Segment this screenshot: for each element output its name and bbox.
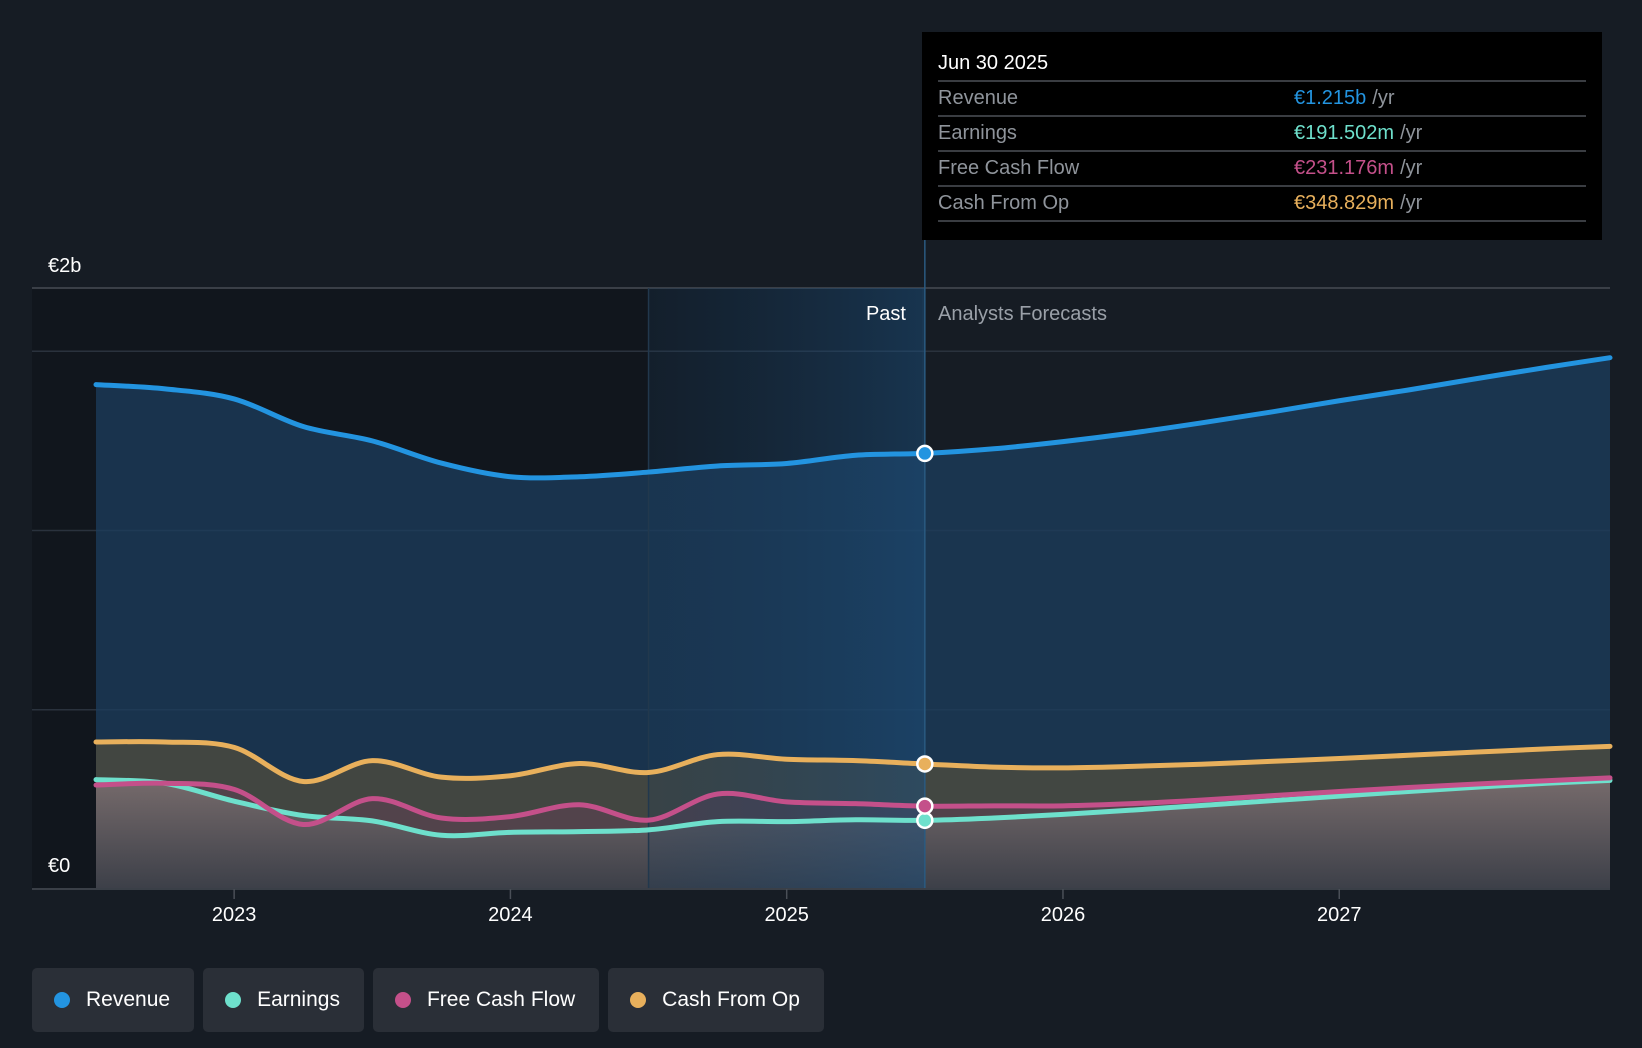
earnings-line xyxy=(93,777,1613,839)
hover-markers xyxy=(916,444,934,830)
tooltip-date: Jun 30 2025 xyxy=(938,52,1049,74)
past-highlight-band xyxy=(648,288,925,889)
legend-label: Cash From Op xyxy=(662,988,800,1011)
tooltip-row-earnings: Earnings €191.502m /yr xyxy=(938,115,1586,150)
y-axis-max-label: €2b xyxy=(48,255,81,277)
legend: Revenue Earnings Free Cash Flow Cash Fro… xyxy=(32,968,824,1032)
cash-from-op-marker xyxy=(916,755,934,773)
legend-label: Revenue xyxy=(86,988,171,1011)
series-lines xyxy=(93,355,1613,839)
tooltip-unit: /yr xyxy=(1400,192,1423,214)
past-label: Past xyxy=(866,303,906,325)
legend-label: Free Cash Flow xyxy=(426,988,576,1011)
x-tick-label: 2023 xyxy=(212,904,257,926)
revenue-dot-icon xyxy=(54,992,70,1008)
cash-from-op-line xyxy=(93,739,1613,784)
tooltip-row-cash-from-op: Cash From Op €348.829m /yr xyxy=(938,185,1586,222)
x-tick-label: 2024 xyxy=(488,904,533,926)
x-tick-label: 2026 xyxy=(1041,904,1086,926)
legend-item-earnings[interactable]: Earnings xyxy=(203,968,364,1032)
legend-item-revenue[interactable]: Revenue xyxy=(32,968,195,1032)
legend-item-free-cash-flow[interactable]: Free Cash Flow xyxy=(372,968,600,1032)
revenue-marker xyxy=(916,444,934,463)
cash-from-op-dot-icon xyxy=(630,992,647,1008)
tooltip-unit: /yr xyxy=(1400,157,1423,179)
y-axis-zero-label: €0 xyxy=(48,855,70,877)
free-cash-flow-dot-icon xyxy=(394,992,411,1008)
earnings-marker xyxy=(916,811,934,830)
free-cash-flow-line xyxy=(93,775,1613,827)
x-tick-label: 2025 xyxy=(764,904,809,926)
tooltip: Jun 30 2025 Revenue €1.215b /yr Earnings… xyxy=(922,32,1602,240)
tooltip-label: Revenue xyxy=(938,87,1019,109)
tooltip-value: €231.176m xyxy=(1294,157,1395,179)
analysts-forecasts-label: Analysts Forecasts xyxy=(938,303,1107,325)
tooltip-value: €348.829m xyxy=(1294,192,1395,214)
free-cash-flow-marker xyxy=(916,797,934,815)
tooltip-unit: /yr xyxy=(1400,122,1423,144)
tooltip-label: Free Cash Flow xyxy=(938,157,1080,179)
tooltip-value: €1.215b xyxy=(1294,87,1367,109)
legend-label: Earnings xyxy=(257,988,340,1011)
tooltip-row-revenue: Revenue €1.215b /yr xyxy=(938,80,1586,115)
tooltip-label: Cash From Op xyxy=(938,192,1070,214)
tooltip-label: Earnings xyxy=(938,122,1017,144)
x-axis-ticks: 2023 2024 2025 2026 2027 xyxy=(212,889,1362,926)
legend-item-cash-from-op[interactable]: Cash From Op xyxy=(608,968,824,1032)
tooltip-row-free-cash-flow: Free Cash Flow €231.176m /yr xyxy=(938,150,1586,185)
x-tick-label: 2027 xyxy=(1317,904,1362,926)
revenue-line xyxy=(93,355,1613,481)
tooltip-unit: /yr xyxy=(1372,87,1395,109)
earnings-dot-icon xyxy=(225,992,242,1008)
tooltip-value: €191.502m xyxy=(1294,122,1395,144)
